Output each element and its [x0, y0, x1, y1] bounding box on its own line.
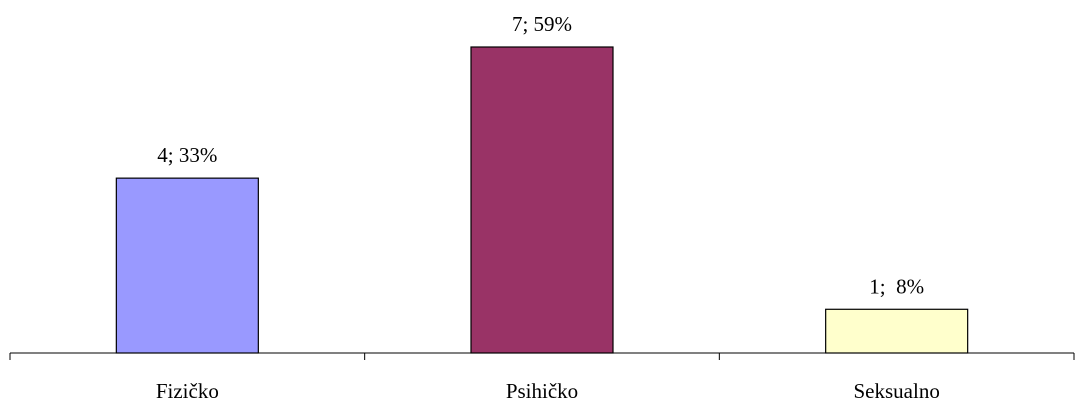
x-axis: [9, 352, 1075, 360]
data-label: 1; 8%: [869, 274, 924, 298]
bar: [470, 46, 614, 354]
bar: [825, 308, 969, 354]
x-tick-label: Seksualno: [854, 379, 940, 403]
data-label: 4; 33%: [157, 143, 217, 167]
x-tick-label: Fizičko: [156, 379, 219, 403]
data-label: 7; 59%: [512, 12, 572, 36]
bars-layer: [115, 46, 969, 354]
x-tick-label: Psihičko: [506, 379, 578, 403]
bar: [115, 177, 259, 354]
labels-layer: 4; 33% Fizičko 7; 59% Psihičko 1; 8% Seksualn…: [156, 12, 940, 403]
